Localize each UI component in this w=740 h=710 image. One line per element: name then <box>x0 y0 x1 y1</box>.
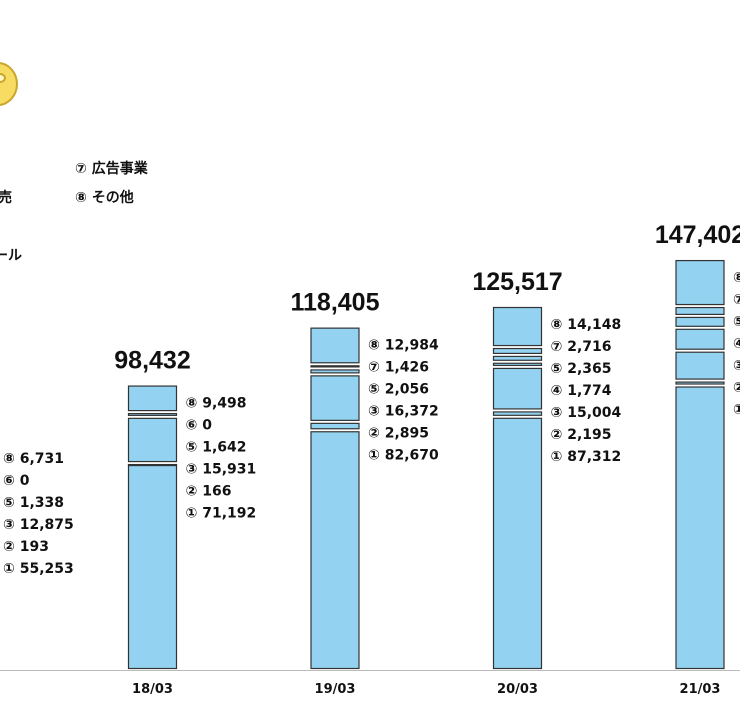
segment-label-18/03-6: ① 71,192 <box>186 506 257 522</box>
bar-segment-18/03-2 <box>127 463 178 467</box>
bar-segment-21/03-5 <box>675 316 725 327</box>
segment-label-17/03-1: ⑧ 6,731 <box>3 451 64 467</box>
legend-fragment-tool: ール <box>0 248 22 264</box>
bar-segment-20/03-2 <box>492 411 543 416</box>
bar-segment-19/03-2 <box>310 422 360 430</box>
segment-label-21/03-3: ⑤ <box>733 314 740 330</box>
segment-label-18/03-3: ⑤ 1,642 <box>186 440 247 456</box>
segment-label-20/03-7: ① 87,312 <box>551 449 622 465</box>
bar-segment-20/03-7 <box>492 306 543 347</box>
segment-label-20/03-2: ⑦ 2,716 <box>551 339 612 355</box>
legend-item-advertising: ⑦ 広告事業 <box>75 161 148 177</box>
segment-label-21/03-5: ③ <box>733 358 740 374</box>
bar-total-21/03: 147,402 <box>655 221 740 249</box>
bar-segment-19/03-4 <box>310 369 360 374</box>
segment-label-20/03-5: ③ 15,004 <box>551 405 622 421</box>
segment-label-21/03-1: ⑧ <box>733 270 740 286</box>
bar-segment-20/03-5 <box>492 355 543 361</box>
segment-label-18/03-4: ③ 15,931 <box>186 462 257 478</box>
bar-segment-18/03-4 <box>127 413 178 416</box>
bar-segment-18/03-3 <box>127 417 178 463</box>
segment-label-21/03-7: ① <box>733 402 740 418</box>
x-tick-label-20/03: 20/03 <box>497 682 538 697</box>
x-tick-label-19/03: 19/03 <box>315 682 356 697</box>
segment-label-21/03-4: ④ <box>733 336 740 352</box>
segment-label-19/03-4: ③ 16,372 <box>368 404 439 420</box>
bar-segment-20/03-4 <box>492 362 543 367</box>
bar-segment-21/03-7 <box>675 259 725 306</box>
bar-segment-19/03-5 <box>310 365 360 368</box>
x-tick-label-21/03: 21/03 <box>680 682 721 697</box>
segment-label-20/03-6: ② 2,195 <box>551 427 612 443</box>
segment-label-20/03-1: ⑧ 14,148 <box>551 317 622 333</box>
bar-total-20/03: 125,517 <box>472 268 562 296</box>
bar-segment-20/03-3 <box>492 367 543 410</box>
bar-total-19/03: 118,405 <box>291 289 380 317</box>
bar-segment-19/03-1 <box>310 431 360 670</box>
segment-label-20/03-3: ⑤ 2,365 <box>551 361 612 377</box>
bar-segment-21/03-3 <box>675 351 725 380</box>
segment-label-19/03-3: ⑤ 2,056 <box>368 382 429 398</box>
bar-segment-19/03-3 <box>310 375 360 421</box>
bar-segment-21/03-1 <box>675 386 725 670</box>
segment-label-18/03-5: ② 166 <box>186 484 232 500</box>
legend-item-other: ⑧ その他 <box>75 190 134 206</box>
bar-total-18/03: 98,432 <box>114 347 190 375</box>
segment-label-17/03-2: ⑥ 0 <box>3 473 30 489</box>
segment-label-18/03-1: ⑧ 9,498 <box>186 396 247 412</box>
legend-fragment-sales: 売 <box>0 190 12 206</box>
bar-segment-19/03-6 <box>310 327 360 364</box>
segment-label-17/03-5: ② 193 <box>3 539 49 555</box>
segment-label-17/03-6: ① 55,253 <box>3 561 74 577</box>
segment-label-21/03-2: ⑦ <box>733 292 740 308</box>
bar-segment-18/03-6 <box>127 385 178 412</box>
bar-segment-21/03-2 <box>675 381 725 385</box>
segment-label-19/03-2: ⑦ 1,426 <box>368 360 429 376</box>
segment-label-21/03-6: ② <box>733 380 740 396</box>
bar-segment-18/03-1 <box>127 464 178 670</box>
bar-segment-20/03-6 <box>492 347 543 355</box>
bar-segment-20/03-1 <box>492 417 543 670</box>
bar-segment-21/03-6 <box>675 306 725 316</box>
segment-label-19/03-6: ① 82,670 <box>368 448 439 464</box>
segment-label-20/03-4: ④ 1,774 <box>551 383 612 399</box>
segment-label-17/03-4: ③ 12,875 <box>3 517 74 533</box>
segment-label-19/03-5: ② 2,895 <box>368 426 429 442</box>
segment-label-17/03-3: ⑤ 1,338 <box>3 495 64 511</box>
segment-label-18/03-2: ⑥ 0 <box>186 418 213 434</box>
x-tick-label-18/03: 18/03 <box>132 682 173 697</box>
segment-label-19/03-1: ⑧ 12,984 <box>368 338 439 354</box>
bar-segment-21/03-4 <box>675 328 725 350</box>
